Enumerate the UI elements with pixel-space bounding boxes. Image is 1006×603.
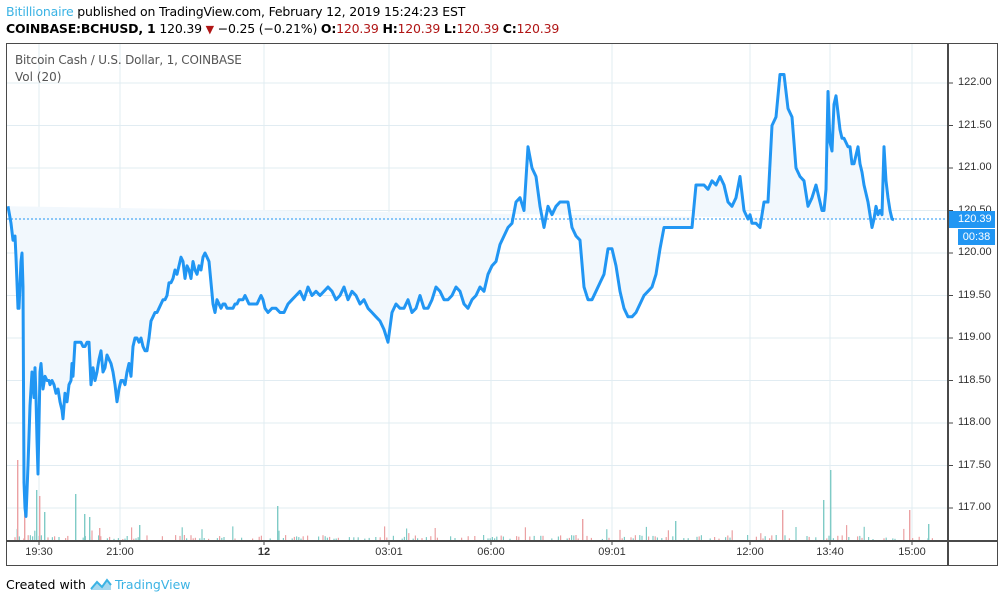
price-tick: 121.00 bbox=[958, 161, 992, 173]
time-tick: 21:00 bbox=[106, 546, 134, 558]
price-axis-border bbox=[947, 43, 949, 566]
high-value: 120.39 bbox=[397, 21, 441, 36]
price-tick: 117.00 bbox=[958, 501, 991, 513]
price-tick: 119.50 bbox=[958, 289, 991, 301]
symbol-info: COINBASE:BCHUSD, 1 120.39 ▼ −0.25 (−0.21… bbox=[6, 21, 559, 36]
price-tick: 118.50 bbox=[958, 374, 991, 386]
price-tick: 122.00 bbox=[958, 76, 992, 88]
volume-legend[interactable]: Vol (20) bbox=[15, 70, 62, 84]
time-tick: 06:00 bbox=[477, 546, 505, 558]
bar-countdown-badge: 00:38 bbox=[958, 229, 995, 245]
high-label: H: bbox=[382, 21, 398, 36]
tradingview-logo-icon bbox=[90, 578, 112, 590]
price-tick: 120.00 bbox=[958, 246, 992, 258]
price-change: −0.25 (−0.21%) bbox=[217, 21, 318, 36]
symbol-label: COINBASE:BCHUSD, 1 bbox=[6, 21, 156, 36]
grid-lines bbox=[7, 44, 947, 540]
axis-tick-marks bbox=[38, 82, 953, 545]
down-triangle-icon: ▼ bbox=[205, 23, 214, 36]
open-value: 120.39 bbox=[336, 21, 379, 36]
footer: Created with TradingView bbox=[6, 577, 191, 592]
time-tick: 19:30 bbox=[25, 546, 53, 558]
low-label: L: bbox=[443, 21, 457, 36]
time-tick-day: 12 bbox=[257, 546, 271, 558]
publish-info: Bitillionaire published on TradingView.c… bbox=[6, 4, 465, 19]
time-tick: 03:01 bbox=[375, 546, 403, 558]
last-price: 120.39 bbox=[159, 21, 202, 36]
price-tick: 118.00 bbox=[958, 416, 991, 428]
price-tick: 117.50 bbox=[958, 459, 991, 471]
price-tick: 119.00 bbox=[958, 331, 991, 343]
time-tick: 13:40 bbox=[816, 546, 844, 558]
volume-bars bbox=[14, 460, 933, 540]
low-value: 120.39 bbox=[456, 21, 499, 36]
chart-frame bbox=[6, 43, 998, 566]
time-tick: 12:00 bbox=[736, 546, 764, 558]
price-tick: 121.50 bbox=[958, 119, 992, 131]
series-legend[interactable]: Bitcoin Cash / U.S. Dollar, 1, COINBASE bbox=[15, 53, 242, 67]
price-line bbox=[6, 73, 895, 518]
current-price-badge: 120.39 bbox=[949, 211, 995, 228]
tradingview-link[interactable]: TradingView bbox=[114, 577, 191, 592]
time-tick: 09:01 bbox=[598, 546, 626, 558]
author-link[interactable]: Bitillionaire bbox=[6, 4, 74, 19]
created-with-label: Created with bbox=[6, 577, 86, 592]
time-tick: 15:00 bbox=[898, 546, 926, 558]
close-label: C: bbox=[502, 21, 517, 36]
time-axis-border bbox=[6, 540, 998, 542]
open-label: O: bbox=[320, 21, 337, 36]
publish-text: published on TradingView.com, February 1… bbox=[73, 4, 466, 19]
close-value: 120.39 bbox=[516, 21, 560, 36]
